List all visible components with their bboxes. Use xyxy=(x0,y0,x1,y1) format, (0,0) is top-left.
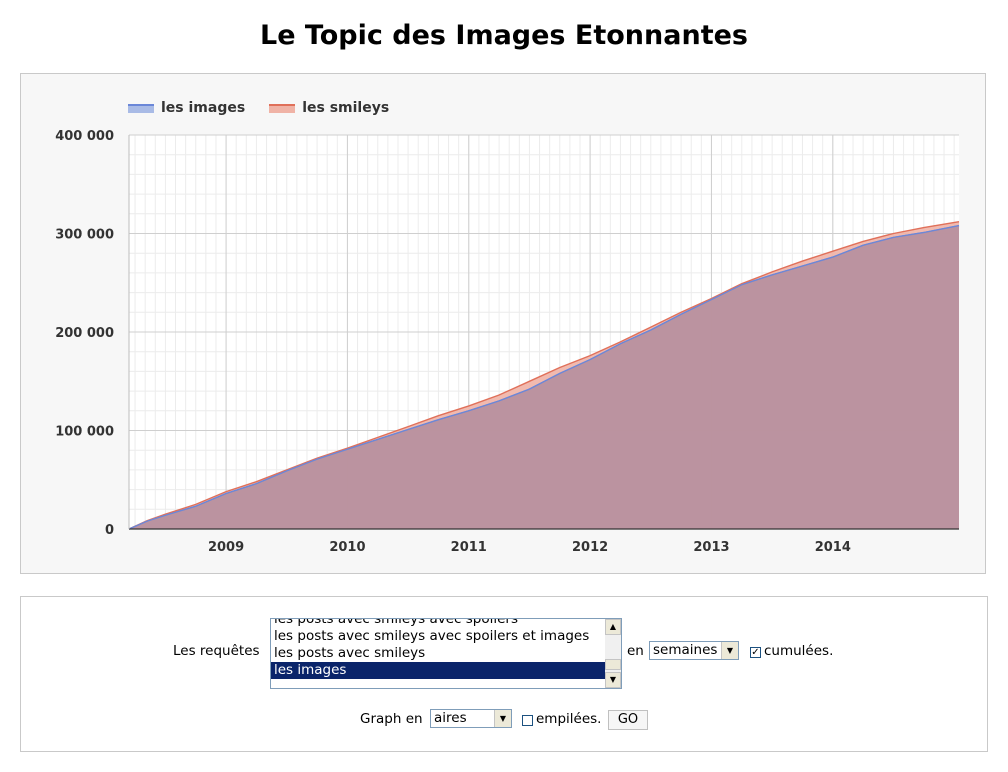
chart-panel: 0 100 000 200 000 300 000 400 000 2009 2010 201… xyxy=(20,73,986,574)
cumulees-checkbox[interactable]: ✓ xyxy=(750,647,761,658)
y-tick-label: 0 xyxy=(105,523,114,538)
legend-swatch-smileys xyxy=(269,103,296,113)
query-form: Les requêtes les posts avec smileys avec… xyxy=(20,596,988,752)
x-tick-label: 2014 xyxy=(815,540,851,555)
y-tick-label: 300 000 xyxy=(55,228,114,243)
legend-item-images[interactable]: les images xyxy=(128,100,245,116)
query-option-selected[interactable]: les images xyxy=(271,662,606,679)
area-chart: 0 100 000 200 000 300 000 400 000 2009 2010 201… xyxy=(55,129,960,555)
graph-type-select-value: aires xyxy=(434,710,467,726)
x-tick-label: 2009 xyxy=(208,540,244,555)
en-label: en xyxy=(627,643,644,659)
legend-item-smileys[interactable]: les smileys xyxy=(269,100,389,116)
graph-en-label: Graph en xyxy=(360,711,423,727)
x-tick-label: 2010 xyxy=(329,540,365,555)
graph-type-select[interactable]: aires ▼ xyxy=(430,709,512,728)
cumulees-label: cumulées. xyxy=(764,643,834,659)
chevron-down-icon: ▼ xyxy=(494,710,511,727)
empilees-checkbox[interactable] xyxy=(522,715,533,726)
query-option[interactable]: les posts avec smileys avec spoilers et … xyxy=(274,628,590,644)
query-option[interactable]: les posts avec smileys avec spoilers xyxy=(274,618,518,627)
y-tick-label: 400 000 xyxy=(55,129,114,144)
chevron-down-icon: ▼ xyxy=(721,642,738,659)
scroll-up-icon[interactable]: ▲ xyxy=(605,619,621,635)
x-tick-label: 2012 xyxy=(572,540,608,555)
period-select-value: semaines xyxy=(653,642,718,658)
scroll-down-icon[interactable]: ▼ xyxy=(605,672,621,688)
listbox-scrollbar[interactable]: ▲ ▼ xyxy=(605,619,621,688)
series-line xyxy=(128,221,960,530)
legend-swatch-images xyxy=(128,103,154,113)
page-title: Le Topic des Images Etonnantes xyxy=(260,20,748,51)
x-tick-label: 2013 xyxy=(693,540,729,555)
legend-label-images: les images xyxy=(161,100,246,116)
series-line-images xyxy=(128,224,960,530)
chart-legend: les images les smileys xyxy=(128,100,389,116)
scroll-thumb[interactable] xyxy=(605,659,621,670)
check-icon: ✓ xyxy=(751,647,760,658)
y-tick-label: 200 000 xyxy=(55,326,114,341)
queries-listbox[interactable]: les posts avec smileys avec spoilers les… xyxy=(270,618,622,689)
legend-label-smileys: les smileys xyxy=(302,100,390,116)
query-option[interactable]: les posts avec smileys xyxy=(274,645,426,661)
period-select[interactable]: semaines ▼ xyxy=(649,641,739,660)
empilees-label: empilées. xyxy=(536,711,602,727)
requetes-label: Les requêtes xyxy=(173,643,260,659)
y-tick-label: 100 000 xyxy=(55,425,114,440)
x-tick-label: 2011 xyxy=(451,540,487,555)
go-button[interactable]: GO xyxy=(608,710,648,730)
